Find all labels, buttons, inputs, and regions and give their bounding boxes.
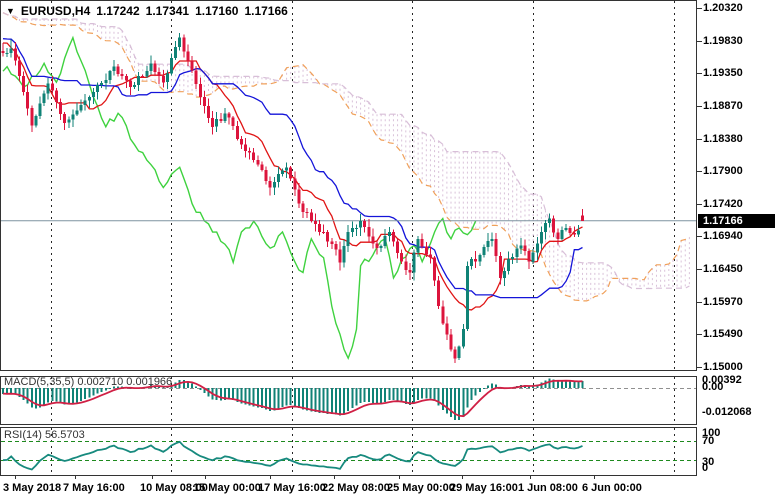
time-tick-mark bbox=[399, 475, 400, 479]
time-axis-label: 25 May 00:00 bbox=[387, 482, 455, 494]
indicator-axis-label: -0.012068 bbox=[702, 406, 752, 418]
time-tick-mark bbox=[75, 475, 76, 479]
macd-signal-line bbox=[2, 379, 583, 418]
candlesticks bbox=[1, 33, 584, 363]
price-tick-label: 1.18380 bbox=[703, 133, 743, 145]
price-tick-label: 1.15000 bbox=[703, 361, 743, 373]
price-tick-mark bbox=[697, 302, 702, 303]
quote-close: 1.17166 bbox=[244, 4, 288, 18]
price-tick-mark bbox=[697, 367, 702, 368]
indicator-axis-label: 70 bbox=[702, 435, 715, 447]
quote-open: 1.17242 bbox=[96, 4, 140, 18]
time-axis-label: 15 May 00:00 bbox=[193, 482, 261, 494]
symbol-dropdown-icon[interactable]: ▼ bbox=[6, 6, 15, 16]
price-tick-mark bbox=[697, 236, 702, 237]
chart-title: ▼ EURUSD,H4 1.17242 1.17341 1.17160 1.17… bbox=[6, 4, 288, 18]
time-tick-mark bbox=[594, 475, 595, 479]
time-axis-label: 10 May 08:00 bbox=[140, 482, 208, 494]
senkou-span-a-line bbox=[2, 12, 690, 302]
time-axis-label: 3 May 2018 bbox=[3, 482, 62, 494]
quote-high: 1.17341 bbox=[145, 4, 190, 18]
price-tick-label: 1.16450 bbox=[703, 263, 743, 275]
time-tick-mark bbox=[15, 475, 16, 479]
tenkan-sen-line bbox=[2, 42, 583, 311]
time-tick-mark bbox=[205, 475, 206, 479]
price-tick-mark bbox=[697, 41, 702, 42]
price-tick-mark bbox=[697, 8, 702, 9]
price-tick-label: 1.17420 bbox=[703, 198, 743, 210]
time-axis-label: 17 May 16:00 bbox=[258, 482, 326, 494]
time-tick-mark bbox=[530, 475, 531, 479]
current-price-badge: 1.17166 bbox=[698, 214, 775, 228]
time-axis-label: 6 Jun 00:00 bbox=[582, 482, 642, 494]
price-tick-mark bbox=[697, 204, 702, 205]
price-tick-label: 1.17900 bbox=[703, 165, 743, 177]
indicator-axis-label: 0.00 bbox=[702, 381, 724, 393]
time-tick-mark bbox=[152, 475, 153, 479]
chikou-span-line bbox=[2, 35, 477, 361]
indicator-axis-label: 30 bbox=[702, 456, 715, 468]
price-tick-mark bbox=[697, 73, 702, 74]
price-tick-mark bbox=[697, 269, 702, 270]
price-tick-mark bbox=[697, 171, 702, 172]
indicator-axis-label: 0 bbox=[702, 462, 709, 474]
price-tick-mark bbox=[697, 139, 702, 140]
price-tick-label: 1.15970 bbox=[703, 296, 743, 308]
price-tick-label: 1.20320 bbox=[703, 2, 743, 14]
ichimoku-cloud bbox=[10, 15, 690, 301]
time-axis-label: 22 May 08:00 bbox=[322, 482, 390, 494]
time-axis-label: 7 May 16:00 bbox=[63, 482, 125, 494]
time-tick-mark bbox=[462, 475, 463, 479]
panel-borders bbox=[0, 0, 697, 476]
price-tick-label: 1.19350 bbox=[703, 67, 743, 79]
symbol-period-label: EURUSD,H4 bbox=[20, 4, 91, 18]
time-tick-mark bbox=[270, 475, 271, 479]
rsi-indicator-label: RSI(14) 56.5703 bbox=[4, 429, 85, 441]
price-tick-label: 1.16940 bbox=[703, 230, 743, 242]
macd-indicator-label: MACD(5,35,5) 0.002710 0.001966 bbox=[4, 376, 173, 388]
indicator-axis-label: 0.00392 bbox=[702, 374, 742, 386]
price-tick-label: 1.18870 bbox=[703, 100, 743, 112]
price-tick-label: 1.15490 bbox=[703, 328, 743, 340]
kijun-sen-line bbox=[2, 38, 583, 299]
price-tick-label: 1.19830 bbox=[703, 35, 743, 47]
rsi-level-lines bbox=[1, 440, 696, 462]
price-tick-mark bbox=[697, 334, 702, 335]
price-tick-mark bbox=[697, 106, 702, 107]
rsi-line bbox=[2, 440, 583, 471]
time-tick-mark bbox=[334, 475, 335, 479]
indicator-axis-label: 100 bbox=[702, 427, 721, 439]
senkou-span-b-line bbox=[2, 12, 690, 290]
time-axis-label: 29 May 16:00 bbox=[450, 482, 518, 494]
quote-low: 1.17160 bbox=[195, 4, 239, 18]
macd-histogram bbox=[2, 378, 584, 420]
time-axis-label: 1 Jun 08:00 bbox=[518, 482, 578, 494]
